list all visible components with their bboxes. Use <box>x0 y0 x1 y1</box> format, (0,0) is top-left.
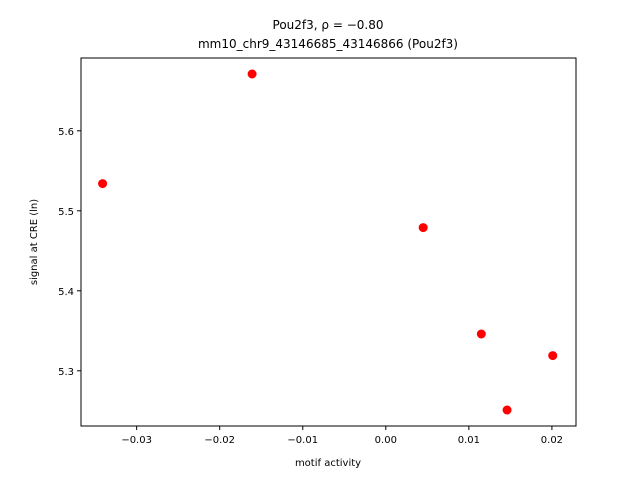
chart-title: Pou2f3, ρ = −0.80 <box>273 18 384 32</box>
y-axis-label: signal at CRE (ln) <box>29 199 40 285</box>
point <box>476 329 486 339</box>
x-tick-label: −0.01 <box>287 435 318 446</box>
x-tick-label: −0.03 <box>121 435 152 446</box>
y-tick-label: 5.4 <box>58 287 74 298</box>
x-axis-label: motif activity <box>295 458 361 469</box>
y-tick-label: 5.6 <box>58 127 74 138</box>
plot-frame <box>80 57 577 427</box>
point <box>502 405 512 415</box>
point <box>98 179 108 189</box>
x-tick-label: 0.02 <box>541 435 563 446</box>
x-tick-label: 0.01 <box>458 435 480 446</box>
y-tick-label: 5.5 <box>58 207 74 218</box>
chart-subtitle: mm10_chr9_43146685_43146866 (Pou2f3) <box>198 37 458 51</box>
point <box>548 351 558 361</box>
point <box>418 223 428 233</box>
x-tick-label: −0.02 <box>204 435 235 446</box>
y-tick-label: 5.3 <box>58 367 74 378</box>
x-tick-label: 0.00 <box>375 435 397 446</box>
point <box>247 69 257 79</box>
